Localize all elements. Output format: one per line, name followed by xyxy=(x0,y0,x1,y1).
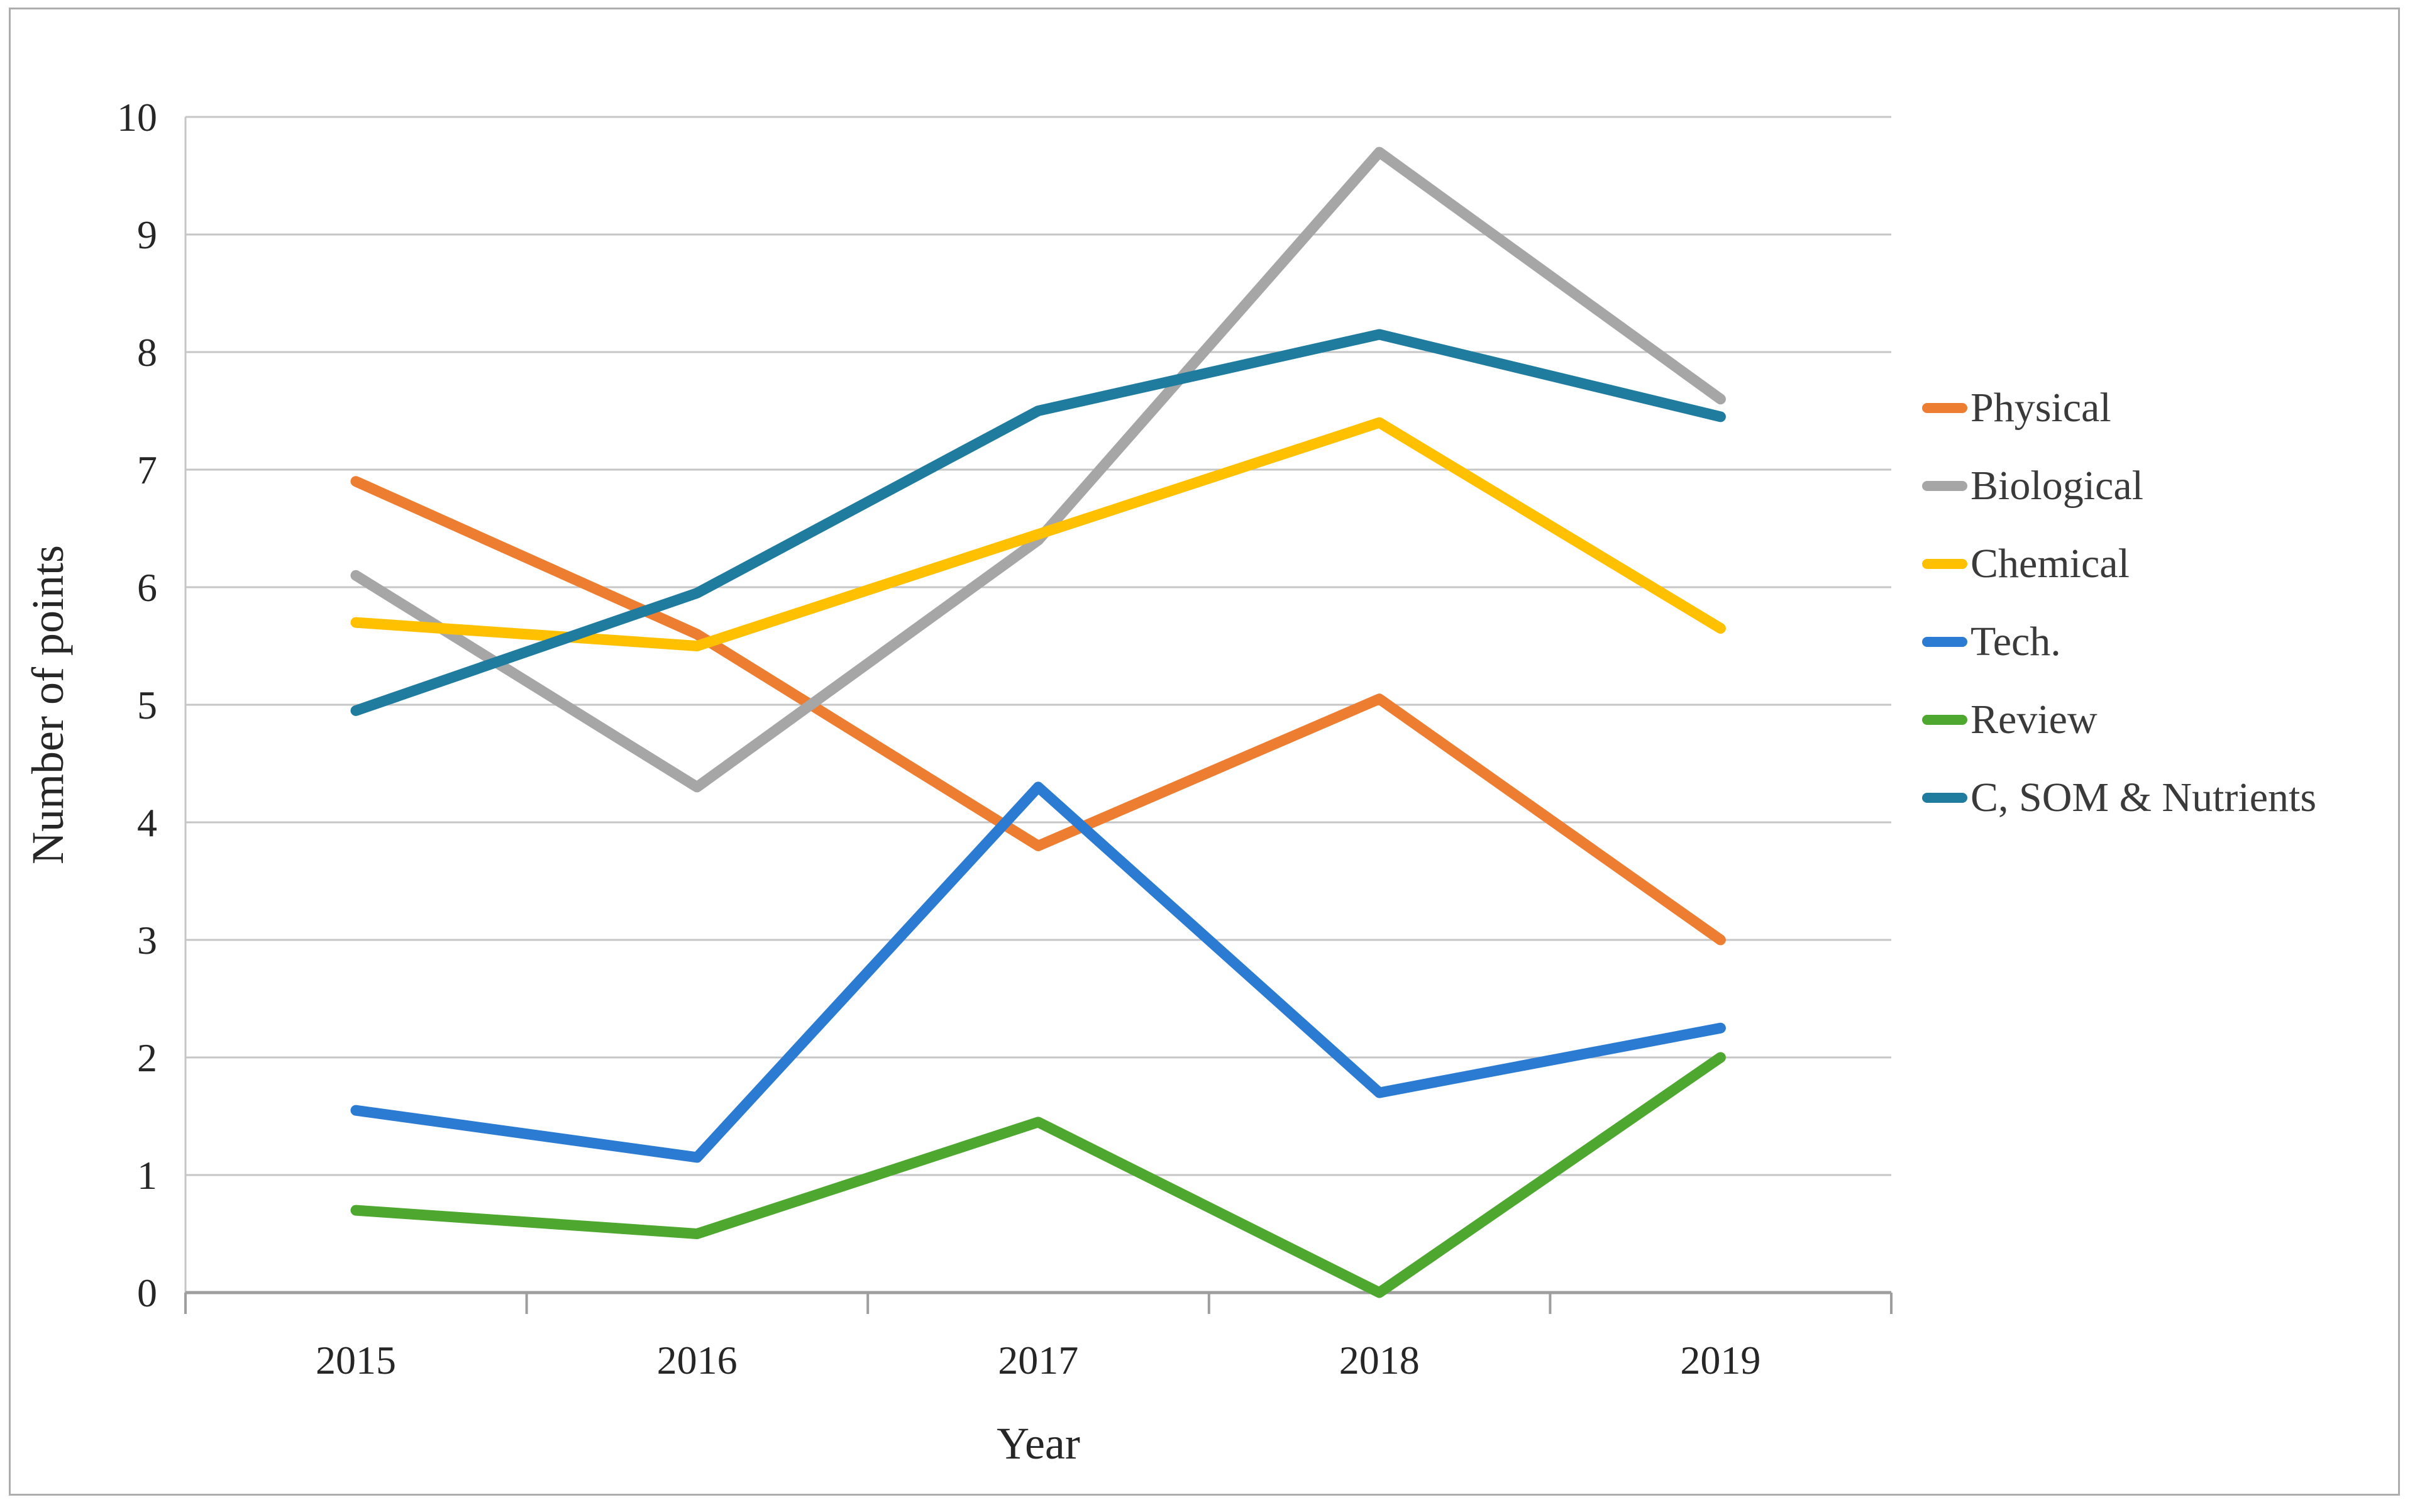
legend-item: Review xyxy=(1922,681,2316,759)
series-line-review xyxy=(350,1052,1726,1298)
y-tick-label: 7 xyxy=(137,448,157,492)
x-tick-label: 2016 xyxy=(657,1338,738,1382)
legend-label: Physical xyxy=(1971,385,2111,431)
series-line-chemical xyxy=(350,417,1726,651)
legend-item: Biological xyxy=(1922,447,2316,525)
x-tick-label: 2015 xyxy=(316,1338,396,1382)
legend-item: C, SOM & Nutrients xyxy=(1922,759,2316,837)
series-line-c-som-nutrients xyxy=(350,329,1726,716)
y-axis-title: Number of points xyxy=(23,545,73,864)
figure-border xyxy=(9,8,2400,1496)
y-tick-label: 8 xyxy=(137,330,157,375)
x-tick-label: 2019 xyxy=(1680,1338,1761,1382)
y-tick-label: 5 xyxy=(137,683,157,727)
series-line-physical xyxy=(350,476,1726,946)
y-tick-label: 1 xyxy=(137,1153,157,1198)
y-tick-label: 10 xyxy=(117,95,157,140)
series-line-tech- xyxy=(350,781,1726,1163)
legend-label: Tech. xyxy=(1971,619,2061,665)
legend-label: C, SOM & Nutrients xyxy=(1971,775,2317,820)
legend-label: Chemical xyxy=(1971,541,2130,587)
legend-label: Biological xyxy=(1971,463,2143,509)
legend-item: Physical xyxy=(1922,369,2316,447)
y-tick-label: 4 xyxy=(137,800,157,845)
legend-item: Tech. xyxy=(1922,603,2316,681)
y-tick-label: 0 xyxy=(137,1271,157,1315)
legend-label: Review xyxy=(1971,697,2098,742)
x-axis-title: Year xyxy=(997,1418,1080,1469)
legend-swatch-icon xyxy=(1922,793,1967,803)
y-tick-label: 6 xyxy=(137,565,157,610)
legend-item: Chemical xyxy=(1922,525,2316,603)
legend-swatch-icon xyxy=(1922,403,1967,413)
y-tick-label: 3 xyxy=(137,918,157,963)
legend-swatch-icon xyxy=(1922,715,1967,725)
legend-swatch-icon xyxy=(1922,481,1967,491)
y-tick-label: 9 xyxy=(137,212,157,257)
x-tick-label: 2017 xyxy=(998,1338,1078,1382)
x-tick-label: 2018 xyxy=(1339,1338,1420,1382)
legend-swatch-icon xyxy=(1922,559,1967,569)
series-line-biological xyxy=(350,146,1726,793)
legend: Physical Biological Chemical Tech. Review C, … xyxy=(1922,369,2316,837)
y-tick-label: 2 xyxy=(137,1035,157,1080)
legend-swatch-icon xyxy=(1922,637,1967,647)
